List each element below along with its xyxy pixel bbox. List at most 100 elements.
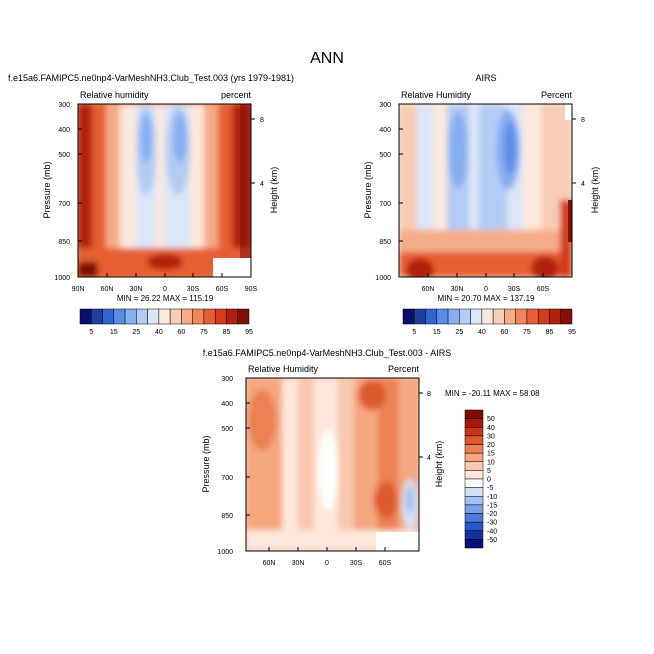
colorbar-label: 60 xyxy=(178,329,186,336)
colorbar-swatch xyxy=(464,530,484,540)
y-tick-label: 400 xyxy=(58,127,70,134)
y-tick-label: 850 xyxy=(221,513,233,520)
x-tick-label: 30N xyxy=(451,286,464,293)
panel-diff-stats: MIN = -20.11 MAX = 58.08 xyxy=(445,389,540,398)
colorbar-label: 15 xyxy=(433,329,441,336)
x-ticks: 60N 30N 0 30S 60S xyxy=(422,273,550,293)
panel-diff-title: f.e15a6.FAMIPC5.ne0np4-VarMeshNH3.Club_T… xyxy=(203,348,451,358)
y-axis-label: Pressure (mb) xyxy=(363,161,373,218)
panel-model-left-label: Relative humidity xyxy=(80,90,149,100)
y-tick-label: 500 xyxy=(221,426,233,433)
y2-tick-label: 4 xyxy=(260,181,264,188)
colorbar-label: 40 xyxy=(478,329,486,336)
y2-axis-label: Height (km) xyxy=(269,167,279,214)
x-tick-marks xyxy=(427,273,544,277)
y2-tick-label: 8 xyxy=(260,117,264,124)
y-tick-label: 400 xyxy=(379,127,391,134)
colorbar-label: -40 xyxy=(487,528,497,535)
x-tick-label: 60N xyxy=(422,286,435,293)
colorbar-swatch xyxy=(124,308,137,325)
y-tick-label: 850 xyxy=(379,239,391,246)
x-tick-marks xyxy=(268,547,386,551)
colorbar-label: 25 xyxy=(455,329,463,336)
colorbar-swatch xyxy=(169,308,182,325)
colorbar-swatch xyxy=(464,452,484,462)
colorbar-swatch xyxy=(464,418,484,428)
colorbar-swatch xyxy=(447,308,460,325)
y-tick-label: 700 xyxy=(221,475,233,482)
colorbar-swatch xyxy=(181,308,193,325)
colorbar-label: 85 xyxy=(223,329,231,336)
x-tick-label: 60N xyxy=(101,286,114,293)
colorbar-label: 75 xyxy=(523,329,531,336)
colorbar-swatch xyxy=(425,308,438,325)
colorbar-swatch xyxy=(464,487,484,497)
y-tick-label: 500 xyxy=(379,152,391,159)
y-tick-label: 1000 xyxy=(217,549,233,556)
y-tick-label: 700 xyxy=(379,201,391,208)
colorbar-airs: 5 15 25 40 60 75 85 95 xyxy=(402,308,576,336)
colorbar-label: 30 xyxy=(487,433,495,440)
x-tick-label: 30S xyxy=(350,560,363,567)
y2-tick-marks xyxy=(572,118,576,184)
y2-ticks: 8 4 xyxy=(419,391,431,462)
colorbar-label: -50 xyxy=(487,537,497,544)
colorbar-swatch xyxy=(113,308,126,325)
colorbar-swatch xyxy=(464,409,484,419)
colorbar-label: 15 xyxy=(487,451,495,458)
colorbar-label: 50 xyxy=(487,416,495,423)
panel-airs-right-label: Percent xyxy=(541,90,573,100)
y-tick-label: 400 xyxy=(221,401,233,408)
colorbar-swatch xyxy=(464,513,484,523)
colorbar-label: 40 xyxy=(155,329,163,336)
x-tick-label: 60N xyxy=(263,560,276,567)
colorbar-label: -30 xyxy=(487,520,497,527)
x-tick-label: 0 xyxy=(325,560,329,567)
colorbar-swatch xyxy=(464,504,484,514)
colorbar-swatch xyxy=(515,308,528,325)
colorbar-swatch xyxy=(459,308,471,325)
y-tick-label: 1000 xyxy=(375,275,391,282)
colorbar-label: 0 xyxy=(487,477,491,484)
y-ticks: 300 400 500 700 850 1000 xyxy=(217,376,250,556)
colorbar-swatch xyxy=(464,496,484,506)
colorbar-label: 5 xyxy=(412,329,416,336)
colorbar-swatch xyxy=(91,308,103,325)
panel-airs: AIRS Relative Humidity Percent xyxy=(363,73,600,336)
colorbar-swatch xyxy=(549,308,561,325)
panel-diff-left-label: Relative Humidity xyxy=(248,364,319,374)
colorbar-label: 75 xyxy=(200,329,208,336)
colorbar-swatch xyxy=(147,308,160,325)
y-ticks: 300 400 500 700 850 1000 xyxy=(375,102,403,282)
panel-model-right-label: percent xyxy=(221,90,252,100)
colorbar-swatch xyxy=(481,308,494,325)
colorbar-label: 10 xyxy=(487,459,495,466)
colorbar-swatch xyxy=(464,435,484,445)
y2-tick-marks xyxy=(251,118,255,184)
colorbar-swatch xyxy=(464,444,484,454)
x-tick-label: 30N xyxy=(292,560,305,567)
colorbar-swatch xyxy=(203,308,216,325)
y-tick-marks xyxy=(399,103,403,278)
colorbar-label: 60 xyxy=(501,329,509,336)
x-tick-label: 90N xyxy=(72,286,85,293)
colorbar-label: 5 xyxy=(487,468,491,475)
colorbar-label: 25 xyxy=(132,329,140,336)
colorbar-swatch xyxy=(464,427,484,437)
colorbar-swatch xyxy=(402,308,415,325)
y-tick-label: 850 xyxy=(58,239,70,246)
x-tick-marks xyxy=(77,273,252,277)
colorbar-label: 5 xyxy=(89,329,93,336)
colorbar-swatch xyxy=(492,308,505,325)
colorbar-label: 95 xyxy=(568,329,576,336)
x-tick-label: 60S xyxy=(379,560,392,567)
colorbar-swatch xyxy=(464,521,484,531)
colorbar-swatch xyxy=(158,308,171,325)
y2-ticks: 8 4 xyxy=(572,117,585,188)
colorbar-swatch xyxy=(214,308,227,325)
y2-tick-label: 4 xyxy=(427,455,431,462)
panel-model-title: f.e15a6.FAMIPC5.ne0np4-VarMeshNH3.Club_T… xyxy=(8,73,294,83)
colorbar-swatch xyxy=(464,470,484,480)
colorbar-swatch xyxy=(436,308,449,325)
